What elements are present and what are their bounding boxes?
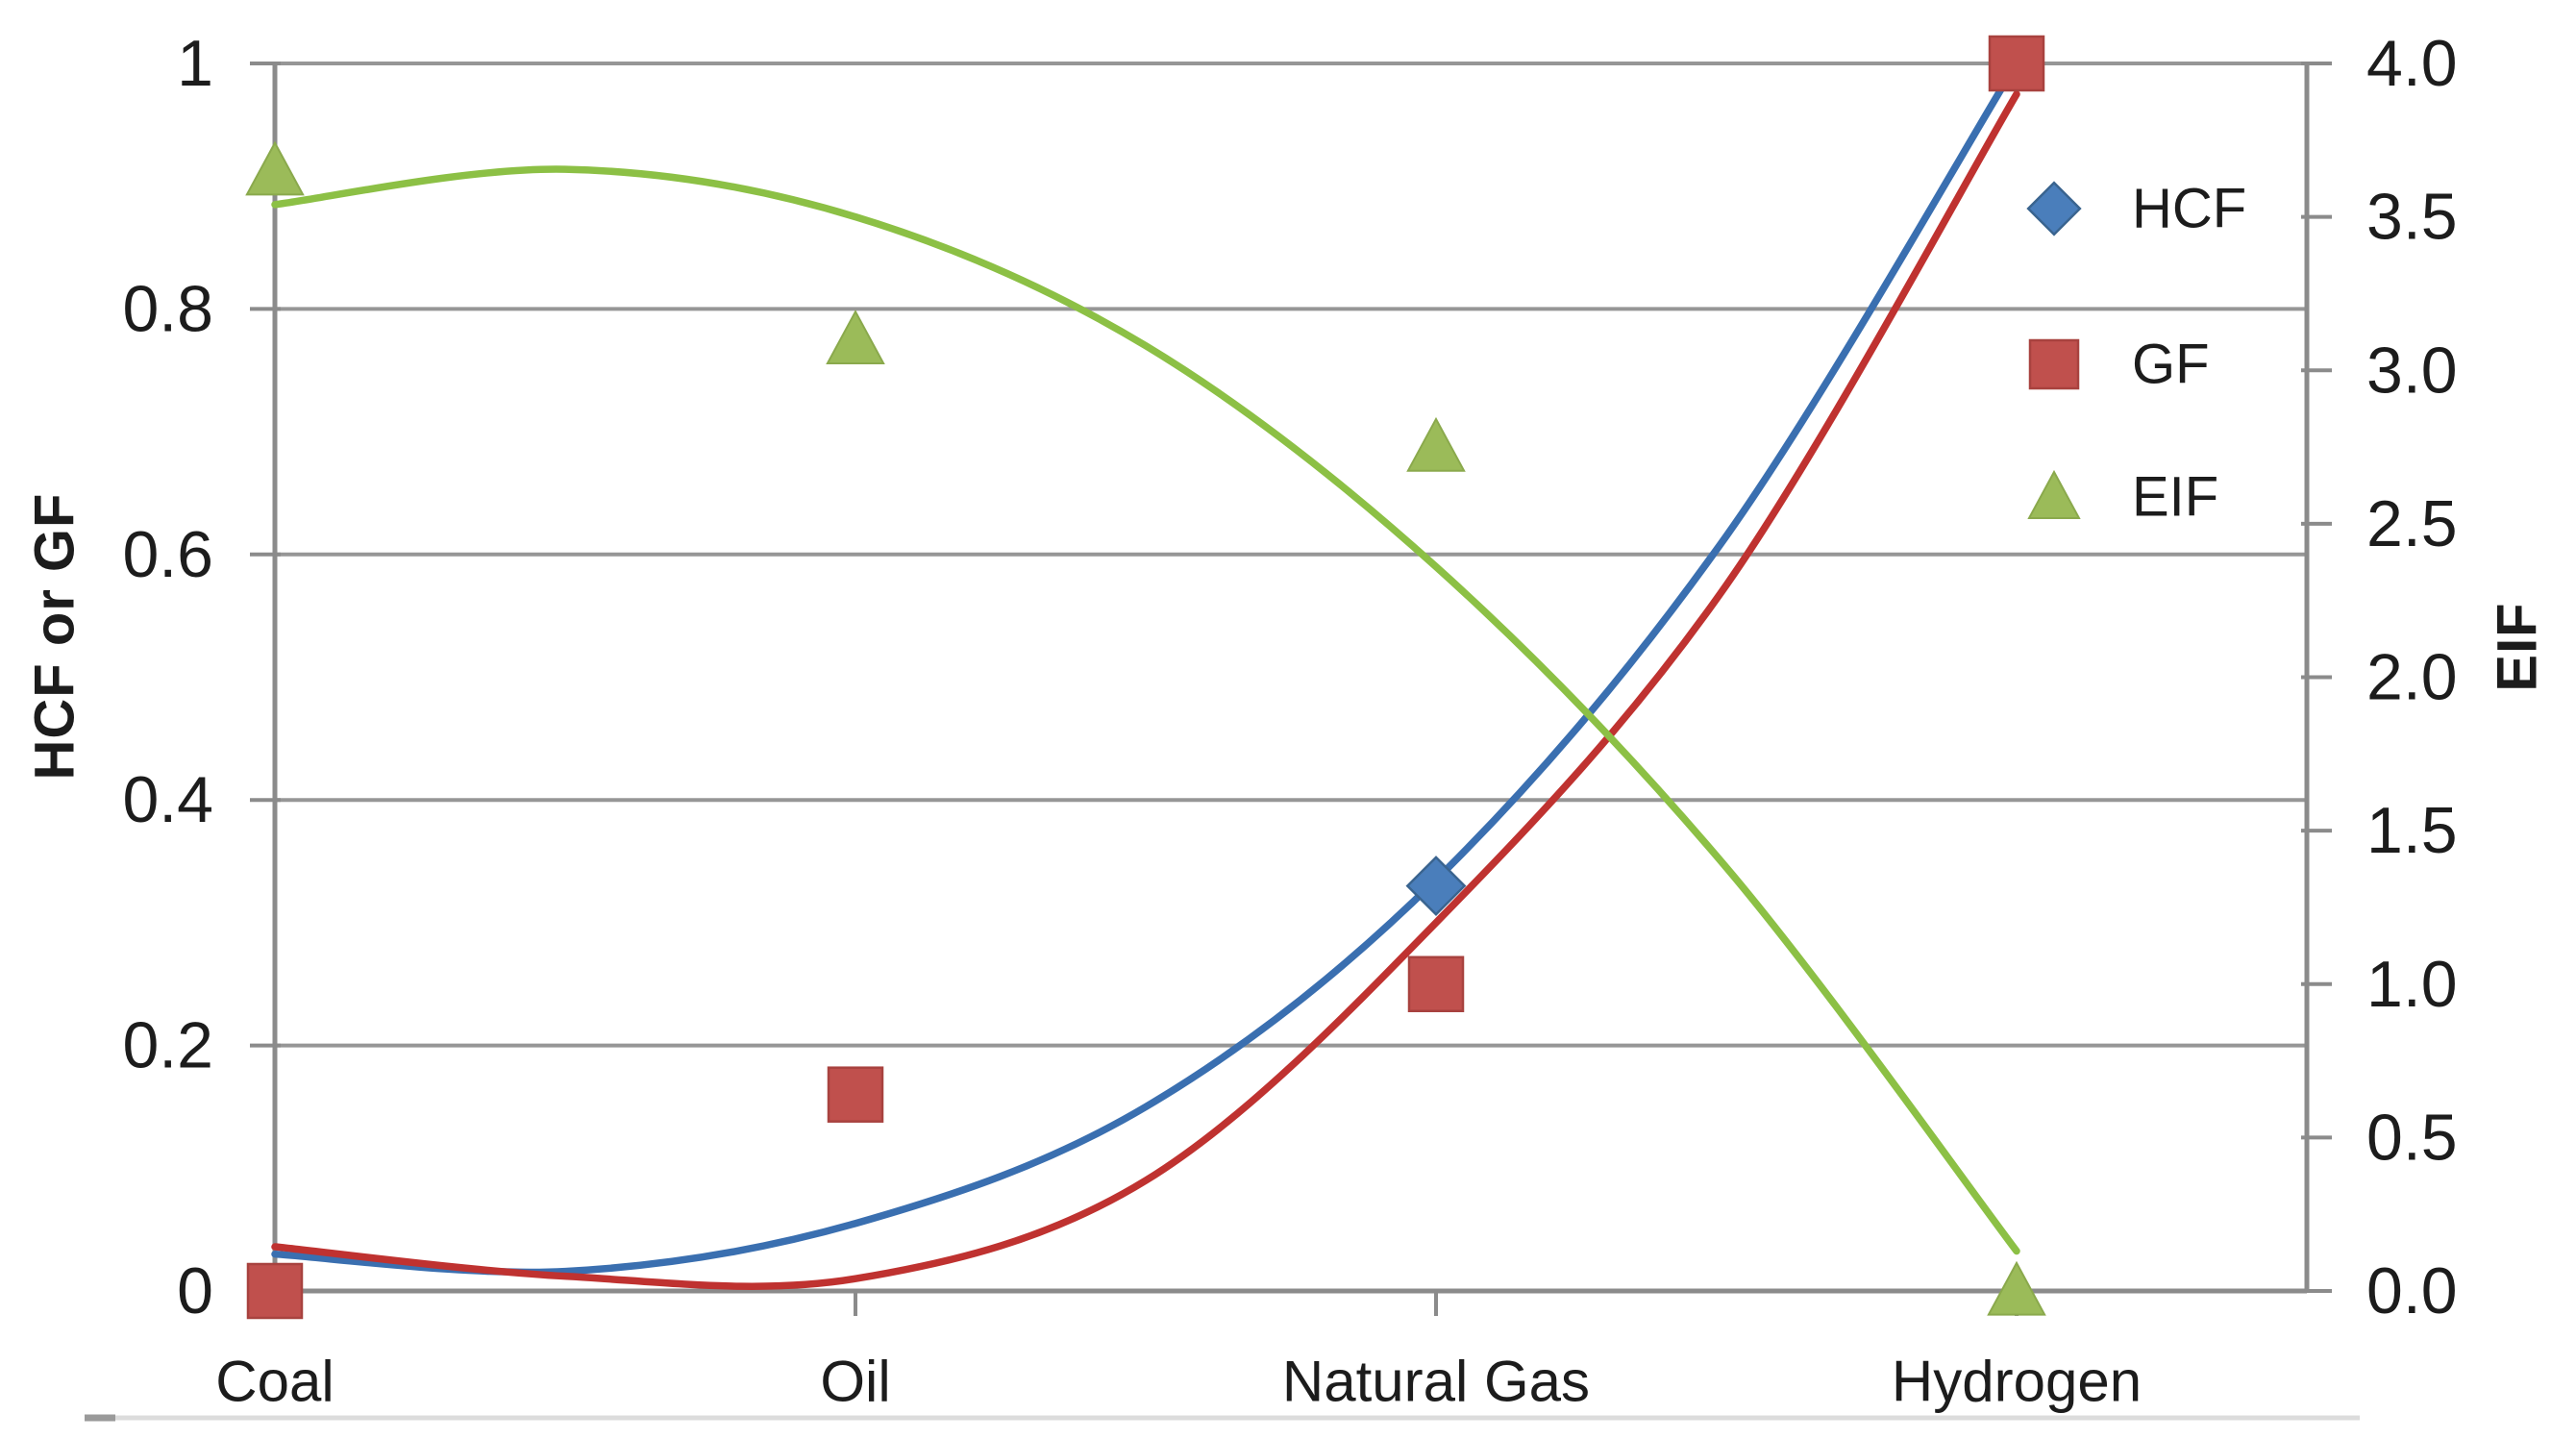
marker-eif-oil [826,310,885,364]
right-axis-tick-label: 2.5 [2366,487,2458,560]
axes [250,62,2332,1316]
marker-gf-coal [246,1262,304,1320]
legend-label: EIF [2132,466,2218,529]
x-axis-category-label: Hydrogen [1892,1350,2142,1414]
marker-gf-hydrogen [1988,35,2045,92]
left-axis-tick-label: 1 [177,27,213,100]
axis-tick-labels: 1 0.8 0.6 0.4 0.2 0 4.0 3.5 3.0 2.5 2.0 1.5 1.0 0.5 0.… [122,27,2457,1414]
trendline-gf [271,90,2020,1290]
left-axis-tick-label: 0.2 [122,1009,213,1082]
marker-gf-oil [827,1066,884,1123]
left-axis-tick-label: 0.6 [122,518,213,591]
left-axis-tick-label: 0 [177,1254,213,1327]
legend-label: GF [2132,334,2210,396]
right-axis-tick-label: 0.5 [2366,1101,2458,1174]
trendline-eif [271,165,2020,1255]
marker-eif-hydrogen [1987,1260,2046,1316]
trendline-hcf [271,60,2020,1277]
left-axis-tick-label: 0.8 [122,272,213,345]
x-axis-category-label: Coal [215,1350,334,1414]
right-axis-tick-label: 0.0 [2366,1254,2458,1327]
right-axis-tick-label: 4.0 [2366,27,2458,100]
right-axis-tick-label: 2.0 [2366,641,2458,714]
right-axis-tick-label: 3.0 [2366,334,2458,407]
marker-eif-coal [245,140,305,196]
gridlines [275,62,2307,1048]
legend-gf-swatch [2028,338,2080,390]
legend-hcf-swatch [2026,181,2082,236]
left-axis-tick-label: 0.4 [122,763,213,836]
legend-eif-swatch [2027,469,2081,519]
data-markers [245,35,2046,1320]
marker-gf-natural-gas [1407,955,1465,1012]
right-axis-tick-label: 3.5 [2366,181,2458,254]
x-axis-category-label: Oil [820,1350,890,1414]
trendlines [271,60,2020,1290]
right-axis-tick-label: 1.0 [2366,948,2458,1021]
marker-hcf-natural-gas [1405,856,1467,917]
marker-eif-natural-gas [1406,416,1466,472]
x-axis-category-label: Natural Gas [1282,1350,1590,1414]
legend-label: HCF [2132,178,2246,240]
right-axis-title: EIF [2486,602,2549,692]
legend: HCF GF EIF [2026,178,2246,529]
right-axis-tick-label: 1.5 [2366,794,2458,867]
left-axis-title: HCF or GF [23,492,87,781]
